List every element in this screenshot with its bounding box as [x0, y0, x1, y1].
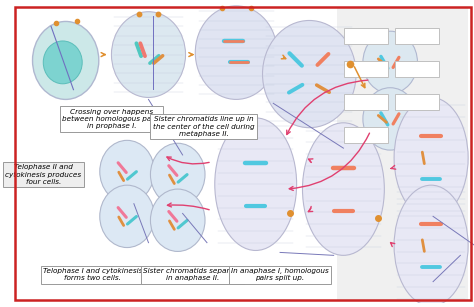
Ellipse shape [394, 97, 468, 218]
Ellipse shape [43, 41, 82, 84]
Bar [395, 61, 439, 77]
Bar [344, 28, 388, 44]
Bar [344, 126, 388, 143]
Ellipse shape [394, 185, 468, 306]
Bar [344, 61, 388, 77]
Text: In anaphase I, homologous
pairs split up.: In anaphase I, homologous pairs split up… [231, 268, 329, 281]
Bar [395, 28, 439, 44]
Text: Crossing over happens
between homologous pairs
in prophase I.: Crossing over happens between homologous… [62, 109, 160, 129]
Bar [337, 7, 468, 300]
Ellipse shape [263, 21, 356, 128]
Ellipse shape [111, 12, 185, 97]
Ellipse shape [195, 6, 277, 99]
Ellipse shape [33, 21, 99, 99]
Ellipse shape [150, 143, 205, 206]
Ellipse shape [215, 118, 297, 251]
Bar [344, 94, 388, 110]
Ellipse shape [100, 140, 155, 203]
Bar [395, 94, 439, 110]
Ellipse shape [363, 31, 418, 94]
Text: Sister chromatids separate
in anaphase II.: Sister chromatids separate in anaphase I… [143, 268, 241, 281]
Text: Telophase II and
cytokinesis produces
four cells.: Telophase II and cytokinesis produces fo… [5, 164, 82, 185]
Ellipse shape [100, 185, 155, 247]
Ellipse shape [363, 88, 418, 150]
Ellipse shape [150, 189, 205, 251]
Text: Sister chromatids line up in
the center of the cell during
metaphase II.: Sister chromatids line up in the center … [153, 116, 255, 137]
Ellipse shape [302, 123, 384, 255]
Text: Telophase I and cytokinesis
forms two cells.: Telophase I and cytokinesis forms two ce… [43, 268, 143, 281]
